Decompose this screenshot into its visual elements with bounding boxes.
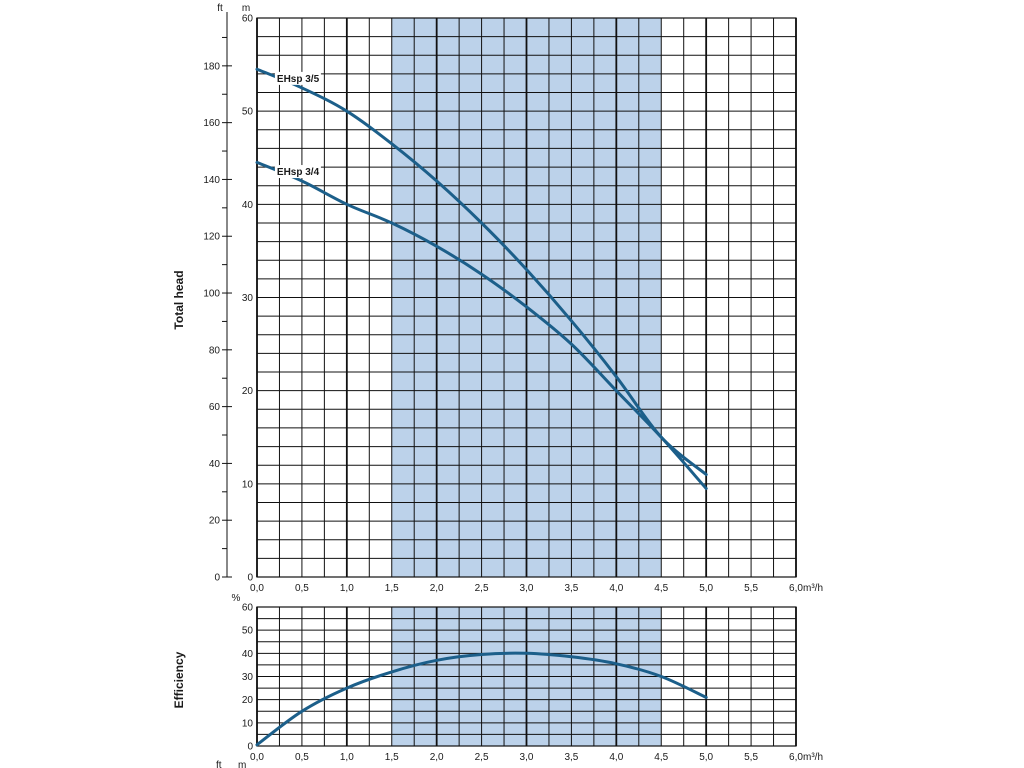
head-curve-ehsp-3-4 <box>255 160 708 490</box>
x-unit-label: m³/h <box>803 752 823 763</box>
y-unit-ft: ft <box>217 3 223 14</box>
efficiency-chart-panel: 0 10 20 30 40 50 60 0,0 0,5 1,0 1,5 2,0 2,5 3,0 3,5 4,0… <box>172 593 823 763</box>
m-tick-label: 20 <box>242 386 254 397</box>
y-axis-title: Total head <box>172 270 186 329</box>
efficiency-curve <box>255 651 708 747</box>
head-chart-panel: 0 20 40 60 80 100 120 140 160 180 0 10 20 30 40 50 60 0,0… <box>172 3 823 594</box>
footer-unit-left: ft <box>216 760 222 768</box>
footer-unit-right: m <box>238 760 246 768</box>
series-label-bg <box>274 165 321 179</box>
ft-tick-label: 160 <box>203 118 220 129</box>
m-tick-label: 40 <box>242 200 254 211</box>
x-tick-label: 6,0 <box>789 752 803 763</box>
y-unit-m: m <box>242 3 250 14</box>
x-tick-label: 2,5 <box>475 583 489 594</box>
eff-tick-label: 10 <box>242 718 254 729</box>
x-tick-label: 0,0 <box>250 583 264 594</box>
plot-frame <box>256 17 797 578</box>
x-tick-label: 3,0 <box>520 752 534 763</box>
series-label: EHsp 3/5 <box>277 74 320 85</box>
head-curve-ehsp-3-5 <box>255 67 708 476</box>
ft-tick-label: 80 <box>209 345 221 356</box>
eff-tick-label: 40 <box>242 649 254 660</box>
x-tick-label: 5,5 <box>744 583 758 594</box>
ft-tick-label: 0 <box>214 573 220 584</box>
y-axis-title: Efficiency <box>172 651 186 708</box>
x-tick-label: 1,0 <box>340 752 354 763</box>
ft-tick-label: 20 <box>209 516 221 527</box>
eff-tick-label: 0 <box>247 742 253 753</box>
plot-frame <box>256 606 797 747</box>
x-tick-label: 5,0 <box>699 752 713 763</box>
x-tick-label: 0,0 <box>250 752 264 763</box>
series-label: EHsp 3/4 <box>277 167 320 178</box>
x-tick-label: 3,5 <box>564 583 578 594</box>
m-tick-label: 50 <box>242 107 254 118</box>
x-tick-label: 5,5 <box>744 752 758 763</box>
x-tick-label: 1,0 <box>340 583 354 594</box>
x-tick-label: 2,0 <box>430 583 444 594</box>
x-tick-label: 2,5 <box>475 752 489 763</box>
x-tick-label: 4,5 <box>654 583 668 594</box>
eff-tick-label: 50 <box>242 626 254 637</box>
eff-tick-label: 30 <box>242 672 254 683</box>
ft-tick-label: 180 <box>203 61 220 72</box>
ft-tick-label: 100 <box>203 289 220 300</box>
ft-tick-label: 40 <box>209 459 221 470</box>
x-tick-label: 1,5 <box>385 752 399 763</box>
y-unit-percent: % <box>232 593 241 604</box>
x-tick-label: 0,5 <box>295 583 309 594</box>
m-tick-label: 60 <box>242 14 254 25</box>
x-tick-label: 4,0 <box>609 583 623 594</box>
eff-tick-label: 20 <box>242 695 254 706</box>
m-tick-label: 30 <box>242 293 254 304</box>
x-tick-label: 4,5 <box>654 752 668 763</box>
x-tick-label: 4,0 <box>609 752 623 763</box>
x-tick-label: 5,0 <box>699 583 713 594</box>
x-tick-label: 2,0 <box>430 752 444 763</box>
x-tick-label: 3,5 <box>564 752 578 763</box>
m-tick-label: 10 <box>242 479 254 490</box>
x-tick-label: 3,0 <box>520 583 534 594</box>
m-tick-label: 0 <box>247 573 253 584</box>
ft-tick-label: 140 <box>203 175 220 186</box>
ft-tick-label: 120 <box>203 232 220 243</box>
x-tick-label: 1,5 <box>385 583 399 594</box>
x-tick-label: 6,0 <box>789 583 803 594</box>
series-label-bg <box>274 71 321 85</box>
eff-tick-label: 60 <box>242 603 254 614</box>
ft-tick-label: 60 <box>209 402 221 413</box>
x-tick-label: 0,5 <box>295 752 309 763</box>
x-unit-label: m³/h <box>803 583 823 594</box>
